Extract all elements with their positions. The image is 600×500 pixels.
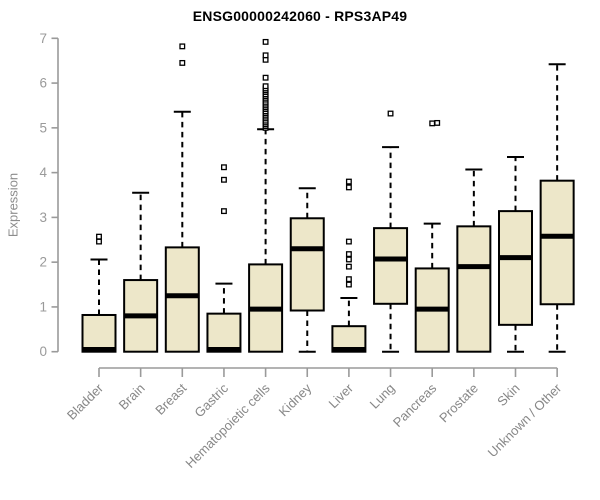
x-tick-label-bladder: Bladder xyxy=(64,380,107,423)
x-tick-label-lung: Lung xyxy=(367,381,398,412)
outlier-point xyxy=(262,83,269,90)
outlier-point xyxy=(345,238,352,245)
outlier-point xyxy=(345,178,352,185)
y-tick-label: 4 xyxy=(39,165,47,180)
outlier-point xyxy=(345,256,352,263)
y-tick-label: 6 xyxy=(39,76,47,91)
outlier-point xyxy=(262,52,269,59)
x-tick-label-unknown-other: Unknown / Other xyxy=(485,380,565,460)
outlier-point xyxy=(345,251,352,258)
boxplot-prostate xyxy=(456,168,492,353)
outlier-point xyxy=(262,38,269,45)
outlier-point xyxy=(179,59,186,66)
y-tick-label: 5 xyxy=(39,120,47,135)
x-tick-label-breast: Breast xyxy=(152,380,189,417)
x-tick-label-gastric: Gastric xyxy=(191,380,231,420)
iqr-box xyxy=(498,210,533,326)
x-tick-label-prostate: Prostate xyxy=(436,381,481,426)
x-tick-label-skin: Skin xyxy=(494,381,522,409)
outlier-point xyxy=(262,74,269,81)
boxplot-bladder xyxy=(81,233,117,353)
boxplot-liver xyxy=(331,178,367,353)
outlier-point xyxy=(429,120,436,127)
x-tick-label-kidney: Kidney xyxy=(276,380,315,419)
y-tick-label: 3 xyxy=(39,210,47,225)
outlier-point xyxy=(345,184,352,191)
boxplot-breast xyxy=(164,43,200,353)
iqr-box xyxy=(81,313,117,353)
boxplot-brain xyxy=(123,191,159,353)
x-tick-label-liver: Liver xyxy=(325,380,356,411)
boxplot-hematopoietic-cells xyxy=(248,38,284,353)
chart-title: ENSG00000242060 - RPS3AP49 xyxy=(192,8,408,24)
iqr-box xyxy=(206,312,242,353)
outlier-point xyxy=(345,276,352,283)
boxplot-lung xyxy=(373,110,409,353)
x-tick-label-pancreas: Pancreas xyxy=(390,380,440,430)
outlier-point xyxy=(220,176,227,183)
outlier-point xyxy=(220,164,227,171)
outlier-point xyxy=(96,238,102,245)
y-tick-label: 0 xyxy=(39,344,47,359)
iqr-box xyxy=(164,246,200,353)
iqr-box xyxy=(373,227,409,305)
boxplot-skin xyxy=(498,155,533,353)
iqr-box xyxy=(456,225,492,353)
boxplot-gastric xyxy=(206,164,242,353)
x-tick-label-brain: Brain xyxy=(116,381,148,413)
outlier-point xyxy=(434,119,441,126)
outlier-point xyxy=(179,43,186,50)
boxplot-pancreas xyxy=(414,119,450,353)
outlier-point xyxy=(345,281,352,288)
outlier-point xyxy=(220,208,227,215)
boxplot-unknown-other xyxy=(539,63,575,353)
iqr-box xyxy=(539,179,575,306)
iqr-box xyxy=(289,217,325,312)
outlier-point xyxy=(345,263,352,270)
y-tick-label: 1 xyxy=(39,299,47,314)
outlier-point xyxy=(387,110,394,117)
outlier-point xyxy=(96,233,102,240)
y-tick-label: 2 xyxy=(39,255,47,270)
boxplot-kidney xyxy=(289,187,325,353)
y-tick-label: 7 xyxy=(39,31,47,46)
